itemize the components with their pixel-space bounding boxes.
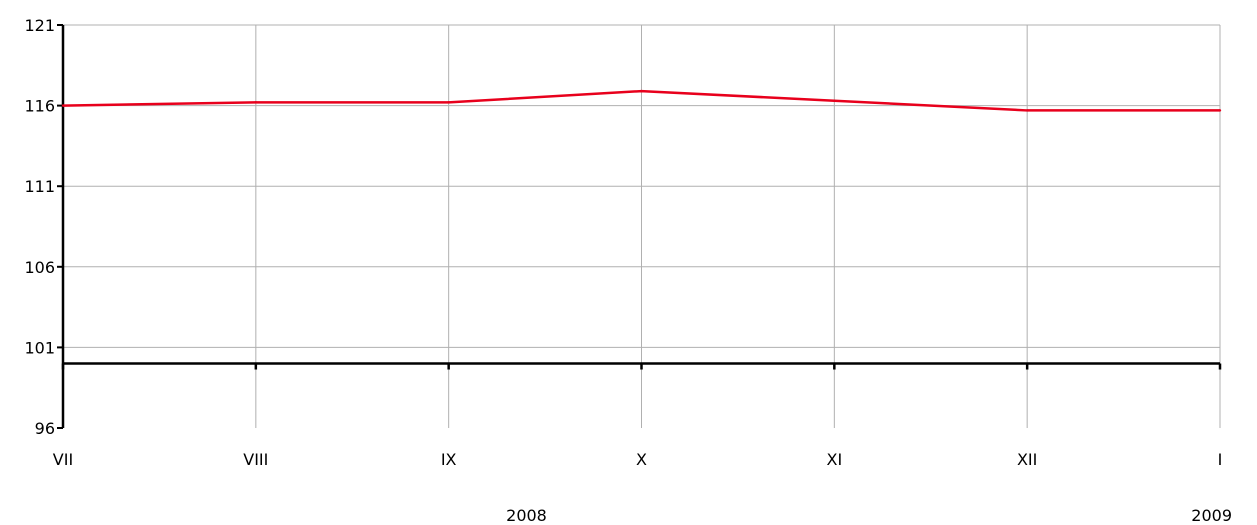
x-tick-label: VIII — [243, 450, 268, 469]
year-label: 2008 — [506, 506, 547, 525]
data-point — [254, 101, 258, 104]
y-tick-label: 121 — [24, 16, 55, 35]
y-tick-label: 101 — [24, 338, 55, 357]
y-tick-label: 96 — [35, 419, 55, 438]
x-tick-label: X — [636, 450, 647, 469]
grid — [63, 24, 1221, 428]
x-tick-label: XII — [1017, 450, 1037, 469]
data-point — [1218, 109, 1222, 112]
data-point — [447, 101, 450, 104]
series — [61, 89, 1222, 112]
x-tick-label: XI — [826, 450, 842, 469]
data-point — [833, 99, 836, 102]
x-tick-label: IX — [441, 450, 457, 469]
x-tick-label: VII — [53, 450, 73, 469]
labels: 96 101 106 111 116 121 VII VIII IX X XI XII I 2008 200… — [24, 16, 1232, 525]
axes — [57, 24, 1222, 429]
x-tick-label: I — [1218, 450, 1223, 469]
data-point — [1025, 109, 1029, 112]
y-tick-label: 116 — [24, 97, 55, 116]
data-point — [640, 89, 643, 93]
data-point — [61, 104, 65, 107]
year-label: 2009 — [1191, 506, 1232, 525]
y-tick-label: 106 — [24, 258, 55, 277]
y-tick-label: 111 — [24, 177, 55, 196]
